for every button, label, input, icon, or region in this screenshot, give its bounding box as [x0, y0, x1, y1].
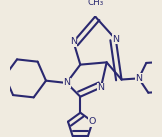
- Text: N: N: [135, 74, 142, 83]
- Text: CH₃: CH₃: [87, 0, 103, 7]
- Text: N: N: [63, 79, 70, 87]
- Text: N: N: [70, 37, 77, 46]
- Text: O: O: [89, 117, 96, 126]
- Text: N: N: [112, 35, 119, 44]
- Text: N: N: [97, 83, 104, 92]
